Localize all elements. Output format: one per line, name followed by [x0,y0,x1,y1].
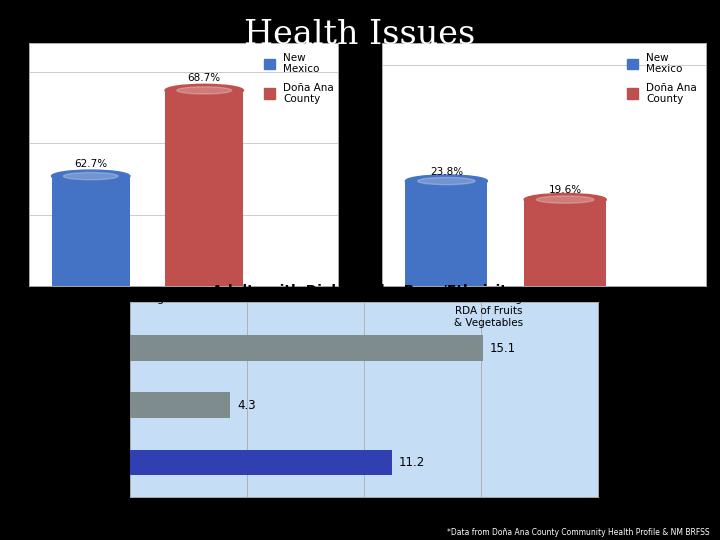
Text: 15.1: 15.1 [490,342,516,355]
Title: Obesity: Obesity [154,28,213,42]
Text: Percent: Percent [336,500,391,512]
Ellipse shape [418,178,475,185]
Bar [130,450,392,475]
Text: 11.2: 11.2 [399,456,425,469]
Ellipse shape [524,193,606,206]
Ellipse shape [405,175,487,187]
Text: *Data from Doña Ana County Community Health Profile & NM BRFSS: *Data from Doña Ana County Community Hea… [446,528,709,537]
Bar [405,181,487,286]
Text: 4.3: 4.3 [238,399,256,412]
Text: 62.7%: 62.7% [74,159,107,169]
Text: 19.6%: 19.6% [549,185,582,195]
Ellipse shape [165,84,243,97]
Ellipse shape [52,170,130,182]
Text: 68.7%: 68.7% [188,73,221,83]
Text: Teens Eating
RDA of Fruits
& Vegetables: Teens Eating RDA of Fruits & Vegetables [454,294,523,327]
Bar [524,200,606,286]
Bar [165,90,243,286]
Ellipse shape [177,87,232,94]
Text: 23.8%: 23.8% [430,167,463,177]
Ellipse shape [536,196,594,203]
Legend: New
Mexico, Doña Ana
County: New Mexico, Doña Ana County [624,49,701,109]
Ellipse shape [63,172,118,180]
Bar [130,393,230,418]
Title: Adults with Diabetes by Race/Ethnicity: Adults with Diabetes by Race/Ethnicity [212,285,516,299]
Text: Obese & Overweight Adults: Obese & Overweight Adults [60,294,214,305]
Title: Healthy Eating: Healthy Eating [486,28,601,42]
Bar [52,176,130,286]
Text: Health Issues: Health Issues [244,19,476,51]
Bar [130,335,483,361]
Legend: New
Mexico, Doña Ana
County: New Mexico, Doña Ana County [260,49,338,109]
